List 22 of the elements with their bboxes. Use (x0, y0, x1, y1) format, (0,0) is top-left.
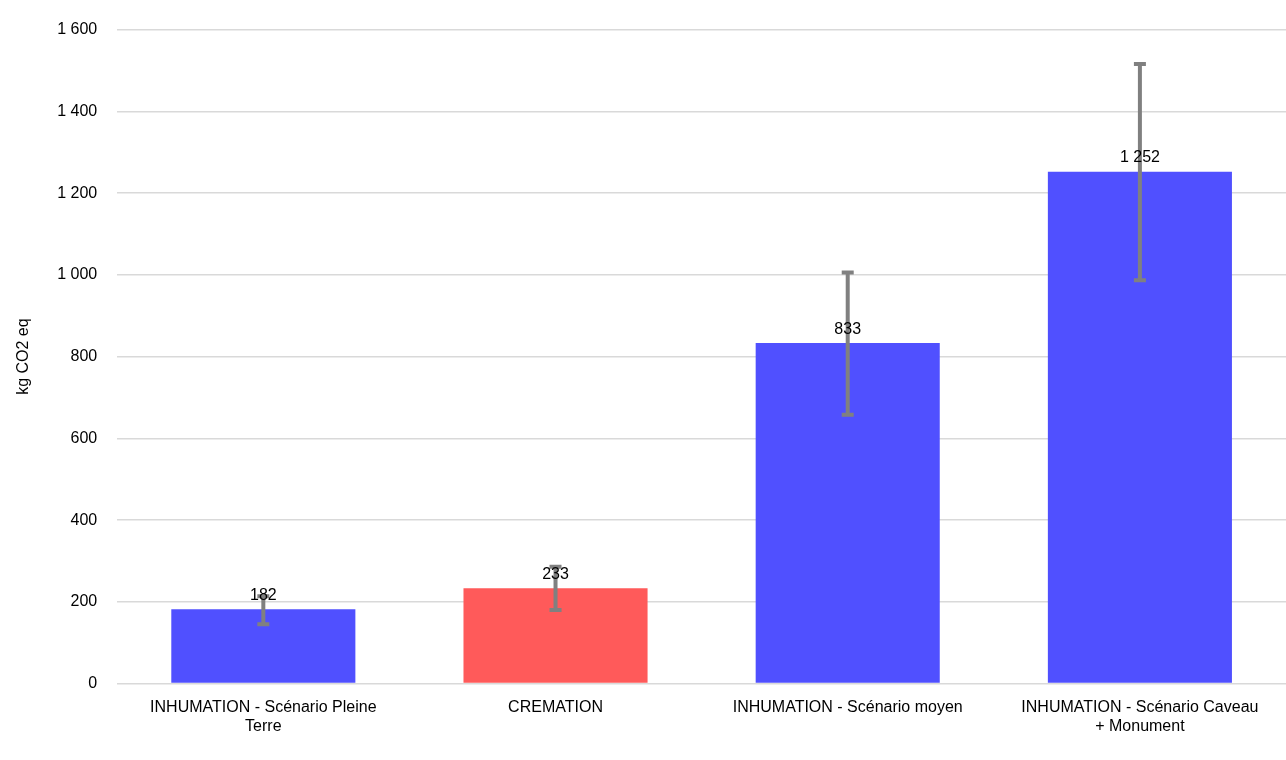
bar (1047, 171, 1232, 683)
y-tick-label: 1 400 (57, 101, 98, 119)
y-tick-label: 800 (70, 347, 98, 365)
y-tick-label: 0 (88, 674, 98, 692)
data-label: 833 (834, 319, 862, 337)
y-tick-label: 1 000 (57, 265, 98, 283)
y-axis-title: kg CO2 eq (14, 318, 32, 395)
bar (463, 588, 648, 683)
y-tick-label: 1 200 (57, 183, 98, 201)
bar (755, 343, 940, 683)
y-tick-label: 400 (70, 510, 98, 528)
data-label: 182 (249, 585, 277, 603)
data-label: 233 (542, 564, 569, 582)
data-label: 1 252 (1119, 148, 1161, 166)
y-tick-label: 200 (70, 592, 98, 610)
y-tick-label: 600 (70, 428, 98, 446)
x-tick-label: CREMATION (508, 697, 603, 715)
x-tick-label: INHUMATION - Scénario Pleine Terre (150, 697, 377, 734)
x-tick-label: INHUMATION - Scénario Caveau + Monument (1021, 697, 1259, 734)
x-tick-label: INHUMATION - Scénario moyen (732, 697, 963, 715)
bar (171, 609, 356, 683)
y-tick-label: 1 600 (57, 20, 98, 38)
